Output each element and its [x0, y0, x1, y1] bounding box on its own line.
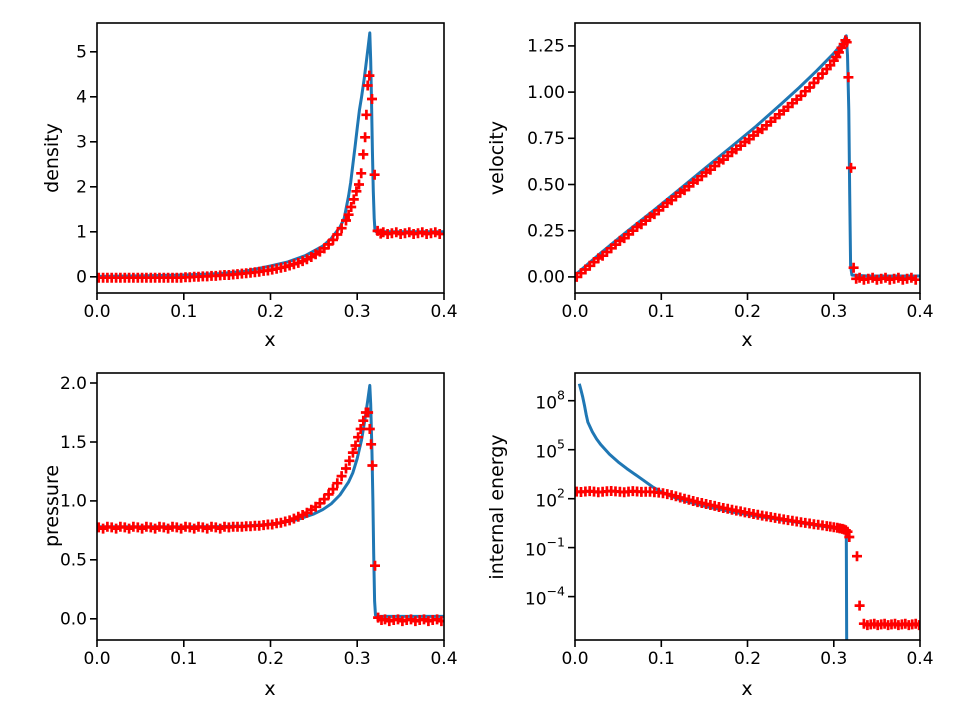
pressure-plot: 0.0 0.1 0.2 0.3 0.4 0.0 0.5 1.0 1.5 2.0	[60, 372, 458, 669]
x-tick-label: 0.1	[648, 302, 675, 322]
x-tick-label: 0.2	[734, 302, 761, 322]
y-tick-label: 2	[76, 178, 87, 198]
y-tick-label: 105	[535, 437, 565, 463]
velocity-x-axis-label: x	[741, 329, 753, 351]
pressure-exact-line	[97, 383, 444, 618]
y-tick-label: 102	[535, 486, 565, 512]
x-tick-label: 0.2	[257, 649, 284, 669]
internal-energy-exact-line	[577, 383, 849, 640]
y-tick-label: 0.50	[527, 175, 565, 195]
y-tick-label: 108	[535, 388, 565, 414]
x-tick-label: 0.1	[170, 302, 197, 322]
velocity-axes-frame	[574, 22, 921, 294]
internal-energy-plot: 0.0 0.1 0.2 0.3 0.4 108 105 102 10−1 10−4	[525, 372, 934, 669]
density-y-axis-label: density	[41, 123, 63, 193]
y-tick-label: 0.00	[527, 268, 565, 288]
y-tick-label: 0.75	[527, 129, 565, 149]
density-plot: 0.0 0.1 0.2 0.3 0.4 0 1 2 3 4 5	[76, 22, 458, 322]
x-tick-label: 0.4	[906, 302, 933, 322]
y-tick-label: 4	[76, 88, 87, 108]
pressure-x-axis-label: x	[264, 678, 276, 700]
velocity-y-axis-label: velocity	[486, 120, 508, 196]
y-tick-label: 0.5	[60, 551, 87, 571]
y-tick-label: 5	[76, 43, 87, 63]
x-tick-label: 0.4	[430, 302, 457, 322]
pressure-axes-frame	[96, 372, 445, 641]
internal-energy-y-axis-label: internal energy	[486, 434, 508, 580]
y-tick-label: 1.25	[527, 37, 565, 57]
pressure-y-axis-label: pressure	[41, 464, 63, 548]
x-tick-label: 0.0	[83, 649, 110, 669]
velocity-plot: 0.0 0.1 0.2 0.3 0.4 0.00 0.25 0.50 0.75 1.00 1.25	[527, 22, 934, 322]
x-tick-label: 0.3	[820, 302, 847, 322]
y-tick-label: 10−1	[525, 535, 565, 561]
y-tick-label: 0	[76, 268, 87, 288]
velocity-exact-line	[575, 34, 920, 278]
density-axes-frame	[96, 22, 445, 294]
x-tick-label: 0.3	[344, 649, 371, 669]
y-tick-label: 2.0	[60, 374, 87, 394]
density-exact-line	[97, 31, 444, 278]
x-tick-label: 0.2	[734, 649, 761, 669]
y-tick-label: 1.00	[527, 83, 565, 103]
x-tick-label: 0.1	[648, 649, 675, 669]
internal-energy-axes-frame	[574, 372, 921, 641]
pressure-plus-markers	[97, 407, 444, 627]
internal-energy-plus-markers	[575, 486, 920, 631]
x-tick-label: 0.3	[344, 302, 371, 322]
y-tick-label: 0.25	[527, 221, 565, 241]
internal-energy-x-axis-label: x	[741, 678, 753, 700]
y-tick-label: 10−4	[525, 584, 565, 610]
x-tick-label: 0.1	[170, 649, 197, 669]
x-tick-label: 0.0	[83, 302, 110, 322]
x-tick-label: 0.4	[430, 649, 457, 669]
y-tick-label: 0.0	[60, 610, 87, 630]
y-tick-label: 1	[76, 223, 87, 243]
x-tick-label: 0.3	[820, 649, 847, 669]
x-tick-label: 0.2	[257, 302, 284, 322]
density-plus-markers	[97, 70, 444, 283]
y-tick-label: 1.5	[60, 433, 87, 453]
x-tick-label: 0.0	[561, 649, 588, 669]
x-tick-label: 0.0	[561, 302, 588, 322]
y-tick-label: 1.0	[60, 492, 87, 512]
y-tick-label: 3	[76, 133, 87, 153]
x-tick-label: 0.4	[906, 649, 933, 669]
density-x-axis-label: x	[264, 329, 276, 351]
velocity-plus-markers	[575, 35, 920, 285]
